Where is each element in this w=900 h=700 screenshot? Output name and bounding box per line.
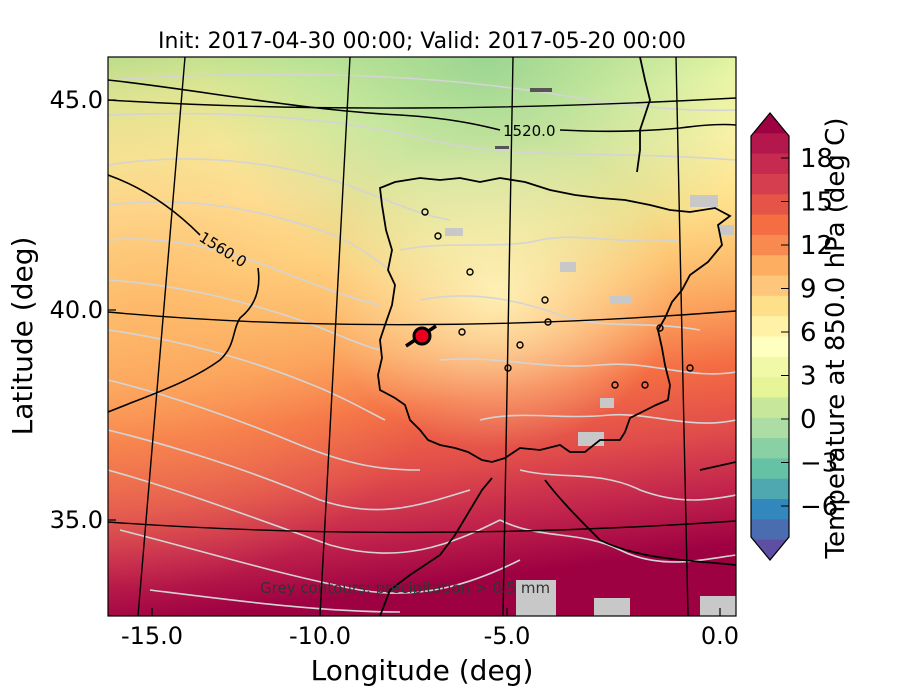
colorbar-band <box>751 336 789 358</box>
precipitation-note: Grey contours: precipitation > 0.5 mm <box>260 579 550 597</box>
y-tick-label: 45.0 <box>50 86 103 114</box>
colorbar-band <box>751 397 789 419</box>
colorbar-tick-label: 3 <box>800 362 817 392</box>
colorbar-band <box>751 275 789 297</box>
coastlines <box>377 57 736 616</box>
colorbar-band <box>751 255 789 277</box>
map-title: Init: 2017-04-30 00:00; Valid: 2017-05-2… <box>158 29 686 54</box>
grey-contours <box>108 73 736 613</box>
colorbar-band <box>751 478 789 500</box>
contour-label-1520: 1520.0 <box>503 122 556 140</box>
colorbar-tick-label: 18 <box>800 144 833 174</box>
precipitation-patches <box>445 195 736 616</box>
colorbar-band <box>751 539 789 560</box>
colorbar-band <box>751 499 789 520</box>
colorbar-tick-label: −6 <box>800 492 838 522</box>
height-contours <box>108 79 736 413</box>
france-coastline <box>636 57 651 173</box>
colorbar-band <box>751 133 789 155</box>
colorbar: 18 15 12 9 6 3 0 −3 −6 <box>750 112 838 561</box>
x-tick-label: 0.0 <box>701 622 739 650</box>
colorbar-band <box>751 214 789 236</box>
colorbar-tick-label: 12 <box>800 231 833 261</box>
x-axis-label: Longitude (deg) <box>311 654 534 687</box>
colorbar-band <box>751 458 789 480</box>
colorbar-band <box>751 234 789 256</box>
x-tick-label: -10.0 <box>289 622 351 650</box>
y-tick-label: 40.0 <box>50 296 103 324</box>
colorbar-band <box>751 356 789 378</box>
colorbar-band <box>751 316 789 338</box>
map-plot-area: 1520.0 1560.0 Grey contours: precipita <box>108 57 736 616</box>
colorbar-band <box>751 295 789 317</box>
lake-marks <box>495 88 552 149</box>
colorbar-label: Temperature at 850.0 hPa (deg C) <box>821 118 851 560</box>
colorbar-tick-label: −3 <box>800 449 838 479</box>
colorbar-band <box>751 377 789 399</box>
colorbar-band <box>751 417 789 439</box>
plot-frame <box>107 56 737 617</box>
x-tick-label: -5.0 <box>484 622 531 650</box>
colorbar-tick-label: 0 <box>800 405 817 435</box>
colorbar-band <box>751 194 789 216</box>
graticule <box>108 57 736 616</box>
colorbar-tick-label: 9 <box>800 275 817 305</box>
small-features <box>421 208 694 389</box>
colorbar-band <box>751 113 789 134</box>
x-tick-label: -15.0 <box>121 622 183 650</box>
y-axis-label: Latitude (deg) <box>6 237 39 436</box>
y-tick-label: 35.0 <box>50 506 103 534</box>
colorbar-tick-label: 6 <box>800 318 817 348</box>
tick-marks <box>108 99 721 616</box>
colorbar-band <box>751 153 789 175</box>
colorbar-tick-label: 15 <box>800 188 833 218</box>
colorbar-band <box>751 173 789 195</box>
colorbar-band <box>751 438 789 460</box>
africa-coastline <box>379 477 493 616</box>
iberia-coastline <box>377 177 732 463</box>
colorbar-band <box>751 519 789 541</box>
station-marker <box>405 324 437 348</box>
